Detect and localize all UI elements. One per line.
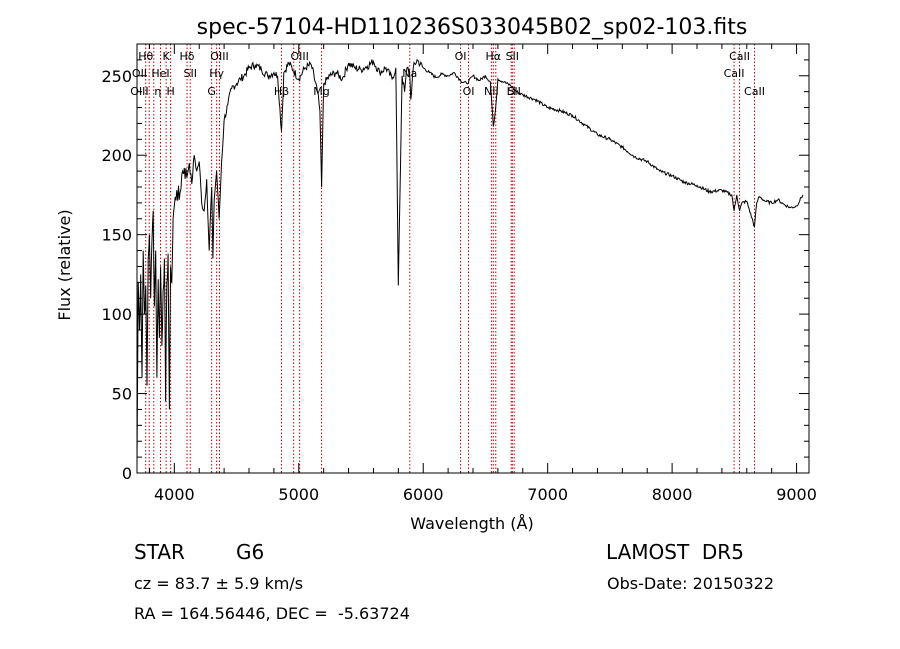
observation-date: Obs-Date: 20150322 [607, 574, 775, 593]
line-label-25: CaII [729, 50, 750, 63]
line-label-0: Hθ [138, 50, 153, 63]
line-label-14: Mg [313, 85, 329, 98]
extra-label-2: η [154, 85, 161, 98]
line-label-7: SII [184, 67, 197, 80]
y-tick-label-5: 250 [101, 67, 132, 86]
y-tick-label-4: 200 [101, 146, 132, 165]
line-label-6: Hδ [180, 50, 195, 63]
chart-title: spec-57104-HD110236S033045B02_sp02-103.f… [197, 15, 748, 40]
y-axis-label: Flux (relative) [55, 209, 74, 320]
extra-label-0: OII [132, 67, 147, 80]
spectral-line-markers [145, 44, 755, 473]
line-label-9: Hγ [209, 67, 224, 80]
x-tick-label-4: 8000 [652, 485, 693, 504]
line-label-13: OIII [290, 50, 308, 63]
object-type: STAR [134, 540, 185, 564]
line-label-3: HeI [151, 67, 169, 80]
y-tick-label-3: 150 [101, 226, 132, 245]
line-label-5: H [166, 85, 174, 98]
x-tick-label-1: 5000 [278, 485, 319, 504]
line-label-10: OIII [210, 50, 228, 63]
survey-name: LAMOST DR5 [606, 540, 744, 564]
x-tick-label-0: 4000 [154, 485, 195, 504]
x-axis-label: Wavelength (Å) [410, 514, 533, 533]
y-tick-label-2: 100 [101, 305, 132, 324]
x-axis-ticks: 4000 5000 6000 7000 8000 9000 [148, 44, 817, 504]
x-tick-label-2: 6000 [403, 485, 444, 504]
line-label-4: K [163, 50, 171, 63]
coordinates: RA = 164.56446, DEC = -5.63724 [134, 604, 410, 623]
line-label-23: SII [507, 85, 520, 98]
x-tick-label-3: 7000 [527, 485, 568, 504]
y-tick-label-0: 0 [122, 464, 132, 483]
redshift-value: cz = 83.7 ± 5.9 km/s [134, 574, 304, 593]
line-label-16: OI [455, 50, 467, 63]
y-tick-label-1: 50 [112, 385, 132, 404]
plot-frame [136, 43, 810, 474]
line-label-19: Hα [486, 50, 502, 63]
line-label-21: Li [507, 85, 516, 98]
x-tick-label-5: 9000 [776, 485, 817, 504]
line-label-8: G [207, 85, 216, 98]
line-label-26: CaII [744, 85, 765, 98]
object-subclass: G6 [236, 540, 265, 564]
spectrum-line [136, 59, 804, 466]
line-label-17: OI [463, 85, 475, 98]
line-label-11: Hβ [274, 85, 289, 98]
line-label-22: SII [506, 50, 519, 63]
line-label-24: CaII [724, 67, 745, 80]
y-axis-ticks: 0 50 100 150 200 250 [101, 59, 809, 483]
